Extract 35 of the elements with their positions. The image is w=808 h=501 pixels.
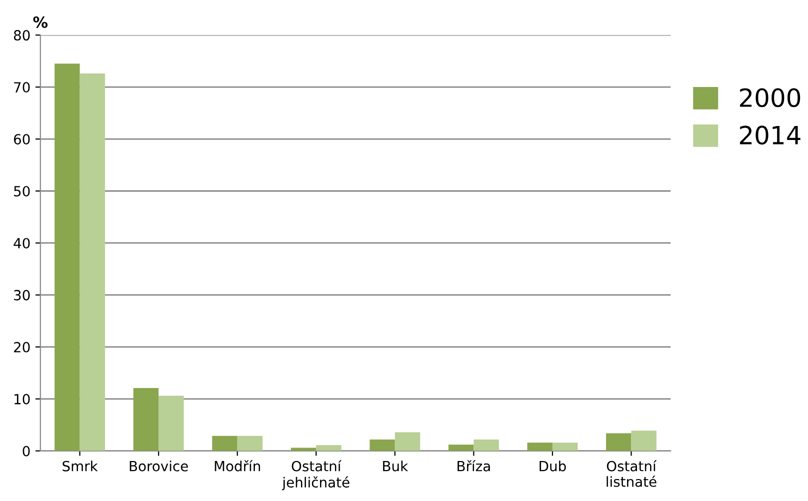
bar	[606, 433, 632, 451]
bar	[237, 436, 263, 451]
bar	[80, 74, 105, 451]
bar	[474, 439, 499, 451]
x-tick-label: Bříza	[458, 460, 490, 472]
x-tick-label: Modřín	[214, 460, 260, 472]
bar	[552, 442, 578, 451]
legend-label: 2014	[740, 126, 800, 145]
y-tick-label: 70	[14, 82, 30, 93]
bar	[448, 444, 474, 451]
bar	[158, 396, 184, 451]
bar	[133, 388, 159, 451]
x-tick-label: Ostatní listnaté	[606, 460, 657, 487]
bar	[54, 64, 80, 451]
bar	[527, 442, 552, 451]
bar	[631, 430, 656, 451]
y-tick-label: 80	[14, 30, 30, 41]
y-tick-label: 60	[14, 134, 30, 144]
bar	[316, 445, 342, 451]
y-tick-label: 40	[14, 238, 30, 248]
bar	[212, 436, 238, 451]
y-tick-label: 50	[14, 186, 30, 196]
legend-label: 2000	[740, 88, 800, 108]
x-tick-label: Ostatní jehličnaté	[282, 460, 350, 490]
bar	[370, 439, 395, 451]
y-tick-label: 20	[14, 342, 30, 352]
x-tick-label: Borovice	[130, 460, 188, 472]
x-tick-label: Dub	[540, 460, 566, 472]
bar	[394, 432, 420, 451]
y-axis-title: %	[33, 16, 48, 28]
x-tick-label: Smrk	[62, 460, 98, 472]
y-tick-label: 0	[22, 446, 30, 456]
x-tick-label: Buk	[383, 460, 408, 472]
y-tick-label: 10	[14, 394, 30, 404]
y-tick-label: 30	[14, 290, 30, 300]
